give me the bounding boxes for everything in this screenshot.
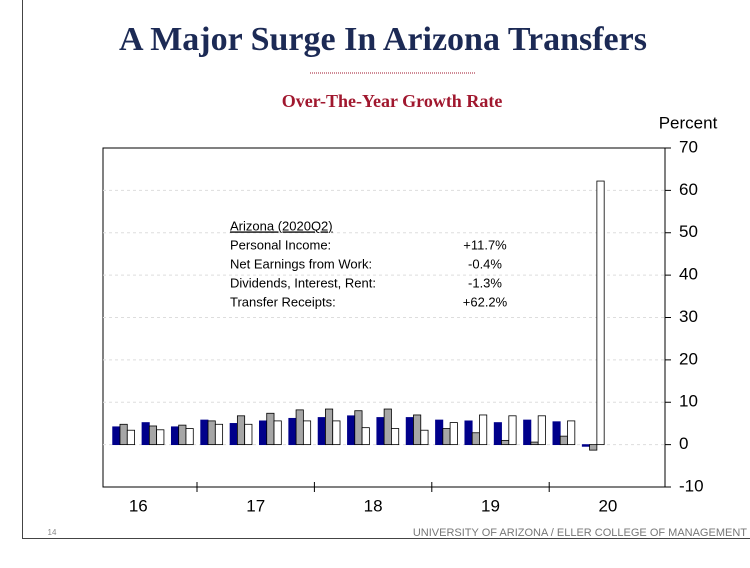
bar (237, 416, 244, 445)
bar (274, 421, 281, 445)
bar (259, 421, 266, 445)
bar (347, 416, 354, 445)
y-axis-label: Percent (659, 113, 718, 132)
annotation-label: Net Earnings from Work: (230, 256, 372, 271)
annotation-value: +62.2% (463, 294, 508, 309)
annotation-title: Arizona (2020Q2) (230, 218, 333, 233)
annotation-label: Transfer Receipts: (230, 294, 336, 309)
bar (590, 445, 597, 451)
bar (208, 421, 215, 445)
y-tick-label: 10 (679, 392, 698, 411)
bar (127, 430, 134, 444)
y-tick-label: 0 (679, 434, 688, 453)
page-number: 14 (48, 528, 57, 537)
annotation-label: Personal Income: (230, 237, 331, 252)
y-tick-label: 30 (679, 307, 698, 326)
bar (303, 421, 310, 445)
bar (296, 410, 303, 445)
bar (179, 425, 186, 444)
bar (142, 423, 149, 445)
annotation-value: -0.4% (468, 256, 502, 271)
bar (113, 427, 120, 445)
y-tick-label: 50 (679, 222, 698, 241)
bar (465, 421, 472, 445)
annotation-label: Dividends, Interest, Rent: (230, 275, 376, 290)
bar (362, 428, 369, 445)
bar (149, 426, 156, 445)
chart-subtitle: Over-The-Year Growth Rate (282, 91, 503, 111)
bar (421, 430, 428, 444)
bar (355, 411, 362, 445)
y-tick-label: 60 (679, 180, 698, 199)
bar (289, 418, 296, 444)
bar (171, 427, 178, 445)
bar (186, 429, 193, 445)
bar (538, 416, 545, 445)
bar (472, 433, 479, 445)
bar (391, 429, 398, 445)
bar (531, 442, 538, 445)
bar (568, 421, 575, 445)
bar (494, 423, 501, 445)
bar (333, 421, 340, 445)
x-tick-label: 17 (246, 496, 265, 515)
bar (215, 424, 222, 444)
annotation-value: -1.3% (468, 275, 502, 290)
bar (157, 430, 164, 445)
bar (502, 440, 509, 444)
bar (443, 429, 450, 445)
bar (377, 418, 384, 445)
bar (479, 415, 486, 445)
bar (201, 420, 208, 445)
x-tick-label: 18 (364, 496, 383, 515)
x-tick-label: 16 (129, 496, 148, 515)
y-tick-label: 70 (679, 137, 698, 156)
y-tick-label: 40 (679, 265, 698, 284)
y-tick-label: 20 (679, 349, 698, 368)
bar (230, 423, 237, 444)
bar (436, 420, 443, 445)
bar (597, 181, 604, 445)
bar (509, 416, 516, 445)
x-tick-label: 19 (481, 496, 500, 515)
bar (406, 418, 413, 445)
bar (384, 409, 391, 445)
annotation-value: +11.7% (463, 237, 507, 252)
x-tick-label: 20 (598, 496, 617, 515)
bar (267, 413, 274, 444)
footer-text: UNIVERSITY OF ARIZONA / ELLER COLLEGE OF… (413, 527, 747, 539)
bar (553, 422, 560, 445)
bar (245, 424, 252, 444)
slide-frame (23, 0, 750, 539)
y-tick-label: -10 (679, 476, 704, 495)
bar (560, 436, 567, 444)
bar (325, 409, 332, 445)
bar (318, 418, 325, 445)
bar (524, 420, 531, 445)
bar (413, 415, 420, 445)
bar (582, 445, 589, 447)
bar (120, 424, 127, 444)
bar (450, 423, 457, 445)
chart-title: A Major Surge In Arizona Transfers (119, 21, 647, 58)
